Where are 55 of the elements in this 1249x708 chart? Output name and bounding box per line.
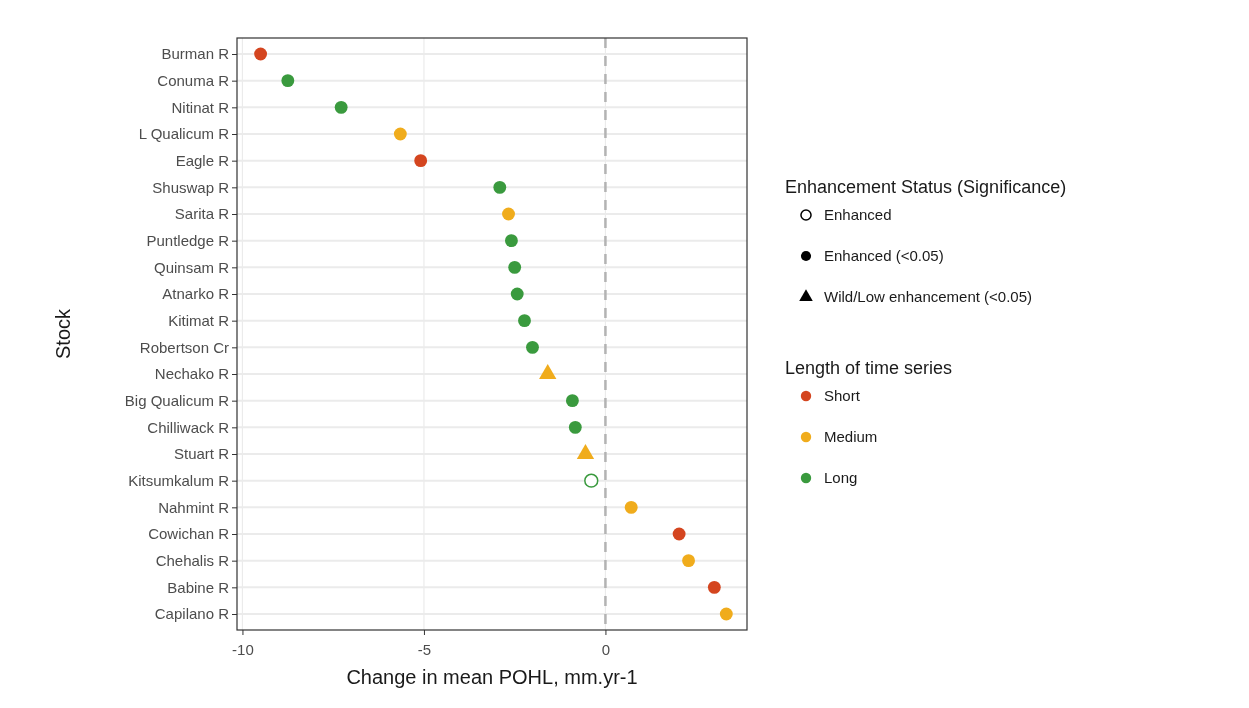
x-tick-label: -5	[417, 640, 432, 658]
y-tick-label: Big Qualicum R	[124, 391, 230, 409]
point	[565, 394, 579, 408]
point	[526, 340, 539, 354]
text: Enhanced	[824, 206, 892, 223]
legend-label: Short	[824, 387, 861, 404]
point	[568, 420, 582, 434]
y-tick-label: Quinsam R	[153, 258, 230, 276]
y-tick-label: L Qualicum R	[138, 125, 230, 143]
y-tick-label: Kitsumkalum R	[128, 471, 230, 489]
y-tick-label: Chilliwack R	[147, 418, 230, 436]
point	[504, 234, 518, 248]
point	[510, 287, 524, 301]
point	[393, 127, 407, 141]
y-tick-label: Nitinat R	[171, 98, 230, 116]
point	[682, 554, 695, 568]
y-tick-label: Burman R	[161, 45, 230, 63]
point	[493, 180, 507, 194]
point	[414, 154, 428, 168]
y-tick-label: Robertson Cr	[139, 338, 229, 356]
y-tick-label: Cowichan R	[148, 525, 230, 543]
y-tick-label: Babine R	[167, 578, 230, 596]
point	[518, 314, 531, 328]
y-tick-label: Kitimat R	[168, 311, 230, 329]
point	[672, 527, 686, 541]
text: Enhancement Status (Significance)	[785, 177, 1067, 197]
legend-label: Long	[824, 469, 858, 486]
legend-label: Medium	[824, 428, 878, 445]
x-axis-title: Change in mean POHL, mm.yr-1	[346, 666, 638, 688]
point	[334, 100, 348, 114]
y-axis-title: Stock	[52, 308, 74, 360]
point	[502, 207, 515, 221]
point	[254, 47, 268, 61]
point	[624, 500, 638, 514]
x-tick-label: 0	[601, 640, 611, 658]
point	[281, 74, 295, 88]
y-tick-label: Conuma R	[157, 71, 230, 89]
y-tick-label: Chehalis R	[155, 551, 230, 569]
y-tick-label: Capilano R	[154, 605, 230, 623]
y-tick-label: Nahmint R	[158, 498, 230, 516]
point	[584, 473, 599, 488]
y-tick-label: Nechako R	[154, 365, 230, 383]
x-tick-label: -10	[232, 640, 254, 658]
y-tick-label: Atnarko R	[162, 285, 230, 303]
y-tick-label: Eagle R	[175, 151, 230, 169]
point	[508, 260, 522, 274]
y-tick-label: Stuart R	[173, 445, 230, 463]
y-tick-label: Shuswap R	[152, 178, 230, 196]
y-tick-label: Sarita R	[174, 205, 230, 223]
text: Wild/Low enhancement (<0.05)	[824, 288, 1033, 305]
point	[719, 607, 733, 621]
legend-title: Length of time series	[785, 358, 953, 378]
y-tick-label: Puntledge R	[146, 231, 230, 249]
point	[707, 580, 721, 594]
text: Enhanced (<0.05)	[824, 247, 944, 264]
